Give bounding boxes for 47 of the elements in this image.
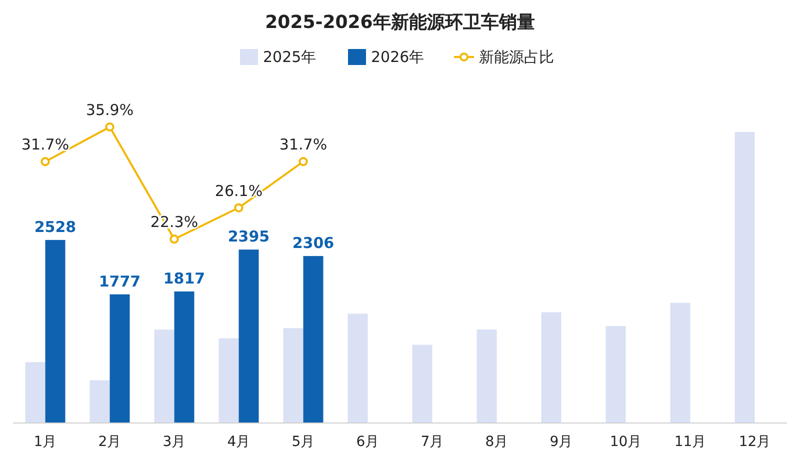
bar (110, 294, 130, 423)
bar (734, 132, 755, 423)
bar (541, 312, 562, 423)
point (234, 203, 244, 212)
legend-label: 新能源占比 (479, 48, 554, 66)
point (105, 122, 114, 132)
bar (476, 330, 497, 423)
chart-title: 2025-2026年新能源环卫车销量 (265, 12, 535, 33)
x-tick-label: 3月 (162, 434, 186, 450)
data-label: 26.1% (214, 182, 263, 200)
legend-label: 2025年 (263, 48, 316, 66)
bar (670, 302, 690, 423)
x-tick-label: 11月 (674, 434, 706, 450)
bar (218, 338, 239, 423)
x-tick-label: 8月 (485, 434, 508, 450)
x-tick-label: 6月 (356, 434, 380, 450)
point (298, 157, 308, 166)
data-label: 1817 (163, 269, 206, 288)
bar (174, 291, 194, 423)
bar (90, 380, 110, 423)
bar (25, 362, 46, 423)
x-tick-label: 5月 (292, 434, 315, 450)
bar (348, 314, 368, 423)
legend-label: 2026年 (371, 48, 424, 66)
x-tick-label: 2月 (98, 434, 122, 450)
data-label: 2306 (292, 234, 334, 252)
x-tick-label: 12月 (738, 434, 771, 450)
bar (238, 250, 259, 423)
x-tick-label: 7月 (420, 434, 444, 450)
bar (45, 240, 66, 423)
bar (303, 256, 324, 423)
data-label: 31.7% (279, 136, 328, 154)
x-tick-label: 9月 (550, 434, 573, 450)
x-tick-label: 10月 (610, 434, 642, 450)
data-label: 35.9% (86, 100, 134, 119)
data-label: 31.7% (21, 136, 70, 154)
data-label: 2395 (228, 228, 270, 246)
bar (154, 330, 174, 423)
x-tick-label: 1月 (34, 434, 57, 450)
bar (283, 328, 304, 423)
data-label: 1777 (98, 272, 141, 290)
point (40, 157, 50, 166)
point (170, 234, 179, 244)
x-tick-label: 4月 (227, 434, 250, 450)
data-label: 2528 (34, 218, 76, 236)
bar (606, 326, 626, 423)
bar (412, 344, 432, 423)
